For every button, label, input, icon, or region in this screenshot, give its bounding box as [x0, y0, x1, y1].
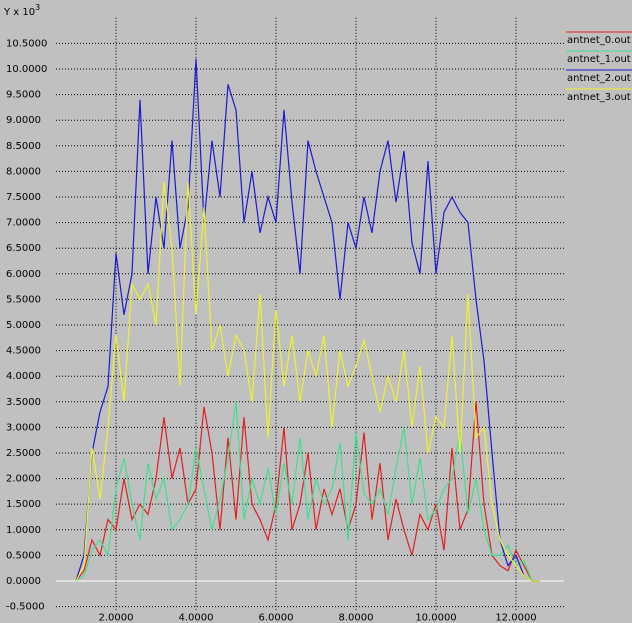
y-tick-label: 2.0000 — [6, 474, 41, 485]
series-line — [75, 181, 540, 582]
y-axis-label: Y x 103 — [3, 3, 40, 19]
y-tick-label: 0.5000 — [6, 550, 41, 561]
y-label-base: Y x 10 — [3, 7, 35, 18]
x-tick-label: 12.0000 — [495, 613, 536, 623]
y-tick-label: 10.0000 — [6, 64, 47, 75]
x-tick-label: 2.0000 — [99, 613, 134, 623]
y-tick-label: 5.0000 — [6, 320, 41, 331]
y-tick-label: -0.5000 — [6, 602, 45, 613]
y-tick-label: 6.5000 — [6, 243, 41, 254]
y-label-exponent: 3 — [35, 3, 40, 12]
y-tick-label: 7.0000 — [6, 218, 41, 229]
series-line — [75, 401, 540, 582]
x-tick-label: 4.0000 — [179, 613, 214, 623]
series-line — [75, 58, 540, 582]
y-tick-label: 6.0000 — [6, 269, 41, 280]
legend-label: antnet_2.out — [567, 73, 631, 84]
y-tick-label: 9.5000 — [6, 90, 41, 101]
x-tick-label: 8.0000 — [339, 613, 374, 623]
y-tick-label: 4.5000 — [6, 346, 41, 357]
legend-label: antnet_1.out — [567, 54, 631, 65]
y-tick-label: 5.5000 — [6, 294, 41, 305]
y-tick-label: 7.5000 — [6, 192, 41, 203]
y-tick-label: 0.0000 — [6, 576, 41, 587]
y-tick-label: 9.0000 — [6, 115, 41, 126]
y-tick-label: 3.0000 — [6, 422, 41, 433]
y-tick-label: 1.0000 — [6, 525, 41, 536]
y-tick-label: 10.5000 — [6, 38, 47, 49]
legend-label: antnet_0.out — [567, 35, 631, 46]
x-tick-label: 6.0000 — [259, 613, 294, 623]
y-tick-label: 3.5000 — [6, 397, 41, 408]
y-tick-label: 1.5000 — [6, 499, 41, 510]
y-tick-label: 2.5000 — [6, 448, 41, 459]
y-tick-label: 4.0000 — [6, 371, 41, 382]
y-tick-label: 8.0000 — [6, 166, 41, 177]
x-tick-label: 10.0000 — [415, 613, 456, 623]
series-line — [75, 401, 540, 582]
legend-label: antnet_3.out — [567, 92, 631, 103]
y-tick-label: 8.5000 — [6, 141, 41, 152]
